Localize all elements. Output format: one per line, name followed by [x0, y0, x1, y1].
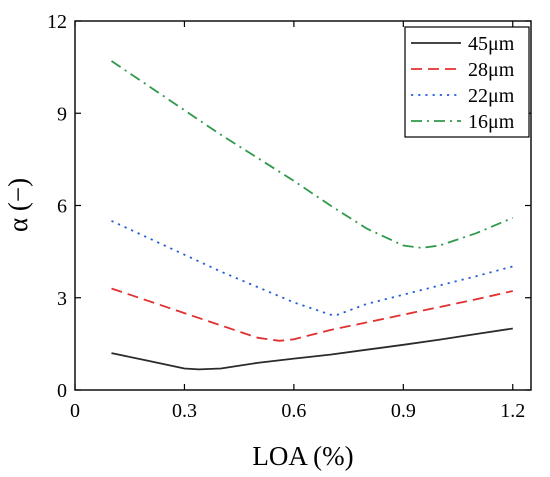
- x-tick-label: 0.9: [391, 400, 416, 422]
- y-tick-label: 6: [57, 196, 67, 218]
- x-tick-label: 0.6: [281, 400, 306, 422]
- series-line-1: [111, 287, 513, 342]
- legend-label-1: 28μm: [468, 59, 515, 81]
- y-axis-title: α (−): [3, 178, 33, 232]
- x-axis-title: LOA (%): [252, 441, 353, 471]
- x-tick-label: 0: [70, 400, 80, 422]
- y-tick-label: 0: [57, 380, 67, 402]
- legend: 45μm 28μm 22μm 16μm: [404, 26, 530, 138]
- series-line-0: [111, 327, 513, 371]
- legend-box: [404, 26, 530, 138]
- legend-label-0: 45μm: [468, 33, 515, 55]
- x-tick-label: 1.2: [500, 400, 525, 422]
- y-tick-label: 3: [57, 288, 67, 310]
- x-tick-label: 0.3: [172, 400, 197, 422]
- y-tick-label: 9: [57, 103, 67, 125]
- plot-area: [110, 60, 514, 371]
- axis-ticks: 0 0.3 0.6 0.9 1.2 0 3 6 9 12: [47, 11, 531, 422]
- y-tick-label: 12: [47, 11, 67, 33]
- legend-label-3: 16μm: [468, 111, 515, 133]
- legend-label-2: 22μm: [468, 85, 515, 107]
- series-line-3: [110, 60, 514, 249]
- series-line-2: [111, 220, 514, 316]
